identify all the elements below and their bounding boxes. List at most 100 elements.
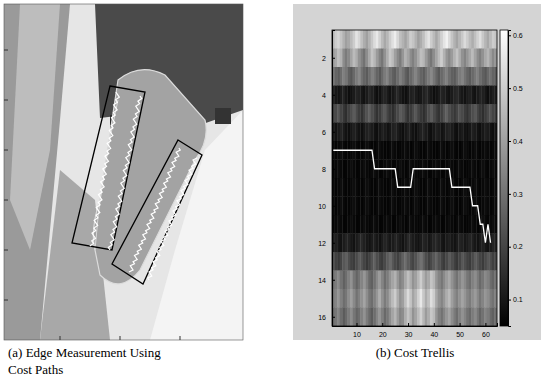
cell	[489, 289, 492, 308]
cell	[456, 234, 459, 253]
tick: 16	[318, 313, 335, 320]
cell	[355, 252, 358, 271]
cell	[407, 234, 410, 253]
cell	[430, 215, 433, 234]
cell	[350, 67, 353, 86]
cell	[451, 308, 454, 327]
cell	[376, 197, 379, 216]
cell	[376, 252, 379, 271]
cell	[489, 49, 492, 68]
cell	[456, 289, 459, 308]
cell	[381, 234, 384, 253]
cell	[415, 123, 418, 142]
cell	[438, 271, 441, 290]
tick-label: 0.4	[513, 138, 523, 145]
cell	[492, 289, 495, 308]
cell	[433, 252, 436, 271]
cell	[384, 30, 387, 49]
cell	[386, 308, 389, 327]
cell	[353, 49, 356, 68]
cell	[427, 30, 430, 49]
cell	[373, 252, 376, 271]
cell	[389, 234, 392, 253]
cell	[466, 234, 469, 253]
cell	[425, 308, 428, 327]
cell	[422, 123, 425, 142]
cell	[363, 178, 366, 197]
cell	[378, 141, 381, 160]
cell	[394, 197, 397, 216]
cell	[381, 141, 384, 160]
cell	[469, 86, 472, 105]
cell	[373, 178, 376, 197]
photo-tick	[4, 200, 8, 201]
cell	[466, 197, 469, 216]
cell	[371, 252, 374, 271]
cell	[463, 215, 466, 234]
cell	[435, 67, 438, 86]
cell	[355, 178, 358, 197]
cell	[355, 197, 358, 216]
cell	[456, 86, 459, 105]
cell	[425, 271, 428, 290]
cell	[476, 160, 479, 179]
cell	[425, 104, 428, 123]
cell	[407, 289, 410, 308]
cell	[409, 49, 412, 68]
tick: 12	[318, 239, 335, 246]
cell	[368, 86, 371, 105]
cell	[430, 234, 433, 253]
cell	[391, 215, 394, 234]
cell	[376, 271, 379, 290]
cell	[404, 234, 407, 253]
cell	[394, 289, 397, 308]
cell	[399, 67, 402, 86]
cell	[337, 308, 340, 327]
cell	[404, 160, 407, 179]
cell	[391, 104, 394, 123]
cell	[399, 252, 402, 271]
cell	[463, 308, 466, 327]
cell	[363, 123, 366, 142]
cell	[453, 289, 456, 308]
cell	[492, 234, 495, 253]
cell	[420, 123, 423, 142]
cell	[415, 271, 418, 290]
edge-path	[148, 158, 197, 280]
cell	[440, 104, 443, 123]
cell	[425, 252, 428, 271]
cell	[412, 289, 415, 308]
cell	[466, 271, 469, 290]
cell	[430, 271, 433, 290]
cell	[345, 234, 348, 253]
cell	[394, 104, 397, 123]
cell	[396, 104, 399, 123]
cell	[453, 215, 456, 234]
cell	[433, 308, 436, 327]
cell	[435, 141, 438, 160]
cell	[466, 104, 469, 123]
cell	[353, 86, 356, 105]
cell	[337, 160, 340, 179]
cell	[461, 141, 464, 160]
cell	[435, 123, 438, 142]
cell	[415, 67, 418, 86]
cell	[453, 234, 456, 253]
cell	[463, 252, 466, 271]
cell	[386, 141, 389, 160]
cell	[412, 30, 415, 49]
cell	[355, 104, 358, 123]
cell	[396, 252, 399, 271]
cell	[456, 104, 459, 123]
cell	[435, 252, 438, 271]
cell	[415, 308, 418, 327]
cell	[412, 86, 415, 105]
cell	[453, 104, 456, 123]
cell	[350, 215, 353, 234]
cell	[422, 49, 425, 68]
tick-label: 2	[322, 54, 326, 61]
cell	[386, 289, 389, 308]
cell	[456, 197, 459, 216]
cell	[489, 215, 492, 234]
cell	[461, 86, 464, 105]
